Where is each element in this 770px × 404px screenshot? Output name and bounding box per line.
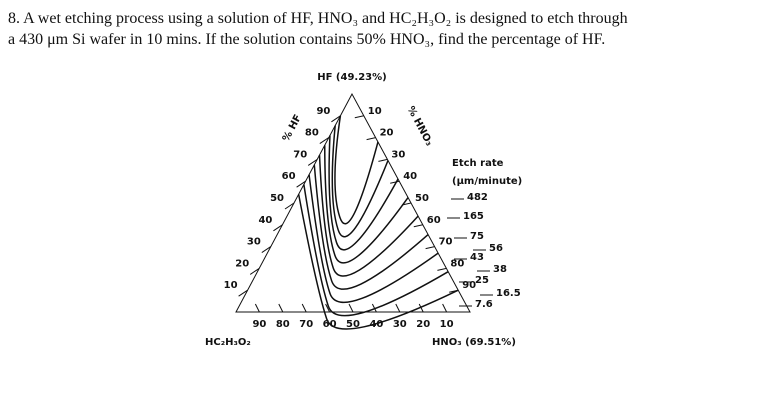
right-tick-label: 50 bbox=[415, 193, 429, 204]
right-tick-label: 80 bbox=[450, 258, 464, 269]
tick bbox=[366, 137, 376, 141]
bottom-tick-label: 40 bbox=[369, 319, 383, 330]
tick bbox=[348, 303, 354, 313]
etch-rate-label: 56 bbox=[489, 243, 503, 254]
contour bbox=[308, 174, 439, 304]
contour bbox=[334, 115, 379, 225]
tick bbox=[238, 289, 248, 297]
bottom-tick-label: 50 bbox=[346, 319, 360, 330]
left-tick-label: 10 bbox=[224, 280, 238, 291]
bottom-tick-label: 10 bbox=[440, 319, 454, 330]
left-tick-label: 70 bbox=[293, 149, 307, 160]
legend-title: Etch rate bbox=[452, 158, 504, 169]
tick bbox=[307, 158, 318, 166]
right-tick-label: 40 bbox=[403, 171, 417, 182]
question-line: 8. A wet etching process using a solutio… bbox=[8, 10, 628, 27]
tick bbox=[331, 115, 341, 123]
left-tick-label: 60 bbox=[282, 171, 296, 182]
right-tick-label: 30 bbox=[391, 149, 405, 160]
question-line: a 430 μm Si wafer in 10 mins. If the sol… bbox=[8, 31, 606, 48]
tick bbox=[354, 115, 364, 119]
etch-rate-label: 38 bbox=[493, 264, 507, 275]
tick bbox=[442, 303, 448, 313]
tick bbox=[319, 137, 330, 145]
right-tick-label: 70 bbox=[439, 237, 453, 248]
etch-rate-label: 25 bbox=[475, 275, 489, 286]
contour bbox=[323, 145, 409, 264]
question: 8. A wet etching process using a solutio… bbox=[8, 8, 628, 50]
contour bbox=[328, 135, 399, 251]
contour bbox=[313, 164, 429, 290]
tick bbox=[278, 303, 284, 313]
tick bbox=[249, 267, 260, 275]
contour bbox=[318, 155, 419, 277]
bottom-tick-label: 90 bbox=[252, 319, 266, 330]
etch-rate-label: 16.5 bbox=[496, 288, 521, 299]
tick bbox=[261, 246, 272, 254]
left-tick-label: 20 bbox=[235, 258, 249, 269]
tick bbox=[390, 180, 400, 184]
right-tick-label: 60 bbox=[427, 215, 441, 226]
contour bbox=[331, 125, 389, 238]
etch-rate-label: 43 bbox=[470, 252, 484, 263]
right-tick-label: 20 bbox=[380, 128, 394, 139]
contour bbox=[297, 194, 459, 330]
tick bbox=[413, 224, 423, 228]
right-label: HNO₃ (69.51%) bbox=[432, 337, 516, 348]
tick bbox=[301, 303, 307, 313]
tick bbox=[273, 224, 283, 232]
etch-rate-label: 7.6 bbox=[475, 299, 493, 310]
tick bbox=[437, 267, 447, 271]
tick bbox=[254, 303, 260, 313]
left-tick-label: 80 bbox=[305, 128, 319, 139]
right-tick-label: 90 bbox=[462, 280, 476, 291]
etch-rate-label: 482 bbox=[467, 192, 488, 203]
left-label: HC₂H₃O₂ bbox=[205, 337, 251, 348]
tick bbox=[418, 303, 424, 313]
left-tick-label: 40 bbox=[258, 215, 272, 226]
tick bbox=[425, 246, 435, 250]
bottom-tick-label: 80 bbox=[276, 319, 290, 330]
tick bbox=[325, 303, 331, 313]
top-label: HF (49.23%) bbox=[317, 72, 386, 83]
tick bbox=[371, 303, 377, 313]
tick bbox=[378, 158, 388, 162]
right-tick-label: 10 bbox=[368, 106, 382, 117]
left-axis-title: % HF bbox=[281, 113, 304, 144]
etch-rate-label: 165 bbox=[463, 211, 484, 222]
tick bbox=[395, 303, 401, 313]
left-tick-label: 50 bbox=[270, 193, 284, 204]
bottom-tick-label: 70 bbox=[299, 319, 313, 330]
left-tick-label: 30 bbox=[247, 237, 261, 248]
contour bbox=[303, 184, 449, 317]
right-axis-title: % HNO₃ bbox=[405, 105, 435, 148]
bottom-tick-label: 30 bbox=[393, 319, 407, 330]
tick bbox=[284, 202, 295, 210]
legend-unit: (μm/minute) bbox=[452, 176, 522, 187]
bottom-tick-label: 20 bbox=[416, 319, 430, 330]
left-tick-label: 90 bbox=[316, 106, 330, 117]
etch-rate-label: 75 bbox=[470, 231, 484, 242]
tick bbox=[296, 180, 306, 188]
